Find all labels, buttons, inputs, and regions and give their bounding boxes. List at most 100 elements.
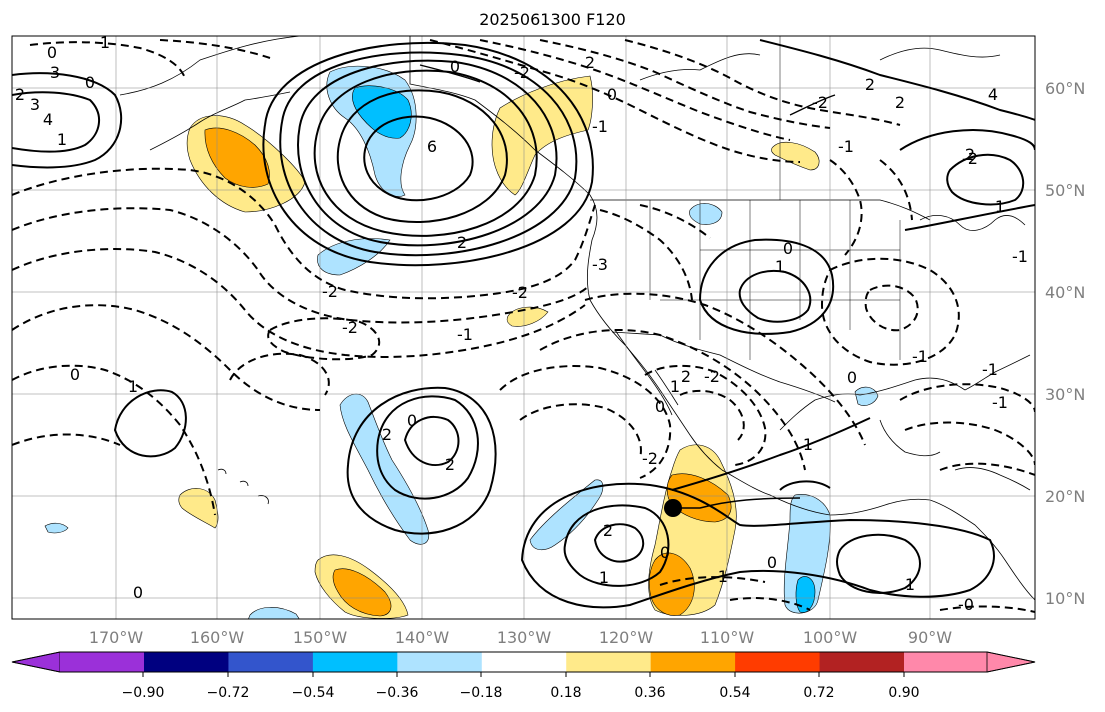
contour-label: 2 (445, 455, 455, 474)
colorbar-ticks: −0.90 −0.72 −0.54 −0.36 −0.18 0.18 0.36 0.54 0.7… (122, 672, 920, 701)
contour-label: -1 (592, 117, 608, 136)
colorbar-tick-label: 0.18 (550, 685, 581, 701)
contour-negative-east-3 (539, 329, 806, 471)
contour-positive-gulf-ring-4 (297, 59, 558, 247)
contour-label: 0 (450, 57, 460, 76)
coastline-alaska (119, 36, 301, 151)
lon-tick-label: 170°W (89, 628, 144, 647)
contour-negative-north-3 (479, 39, 791, 141)
coastline-gulf (779, 377, 966, 431)
shade-negative-pacific (317, 238, 391, 276)
contour-negative-ring-6 (12, 352, 330, 446)
shade-positive-small-2 (771, 141, 820, 171)
colorbar-tick-label: 0.72 (803, 685, 834, 701)
coastline-north-america-west (409, 36, 723, 471)
contour-label: -2 (514, 63, 530, 82)
contour-label: 0 (767, 553, 777, 572)
shade-negative-bottom (248, 607, 300, 619)
colorbar-segment (144, 652, 229, 672)
contour-label: 0 (655, 397, 665, 416)
contour-label: 2 (15, 85, 25, 104)
contour-positive-gulf-ring-3 (313, 69, 538, 237)
contour-negative-east-1 (499, 365, 672, 479)
contour-negative-gulf-1 (820, 257, 960, 366)
contour-label: 1 (995, 197, 1005, 216)
contour-label: 1 (803, 435, 813, 454)
contour-label: -0 (958, 595, 974, 614)
coastline-layer (119, 36, 1035, 601)
contour-positive-east-pacific-1 (593, 523, 645, 563)
map-frame (11, 35, 1036, 620)
contour-layer-thin (419, 64, 836, 116)
colorbar-segment (904, 652, 987, 672)
lat-tick-label: 10°N (1045, 589, 1085, 608)
contour-label: -2 (322, 282, 338, 301)
coastline-yucatan (879, 419, 941, 457)
contour-label: 1 (670, 377, 680, 396)
contour-label: 0 (783, 239, 793, 258)
contour-positive-gulf-ring-6 (262, 41, 594, 267)
contour-label: 0 (660, 543, 670, 562)
contour-label: 0 (847, 368, 857, 387)
contour-negative-mexico-1 (644, 364, 767, 466)
coastline-florida (964, 354, 1031, 391)
contour-positive-east-pacific-3 (520, 482, 995, 609)
colorbar-segment (228, 652, 314, 672)
contour-positive-gulf-ring-2 (336, 89, 508, 224)
contour-positive-east-pacific-2 (563, 504, 670, 587)
contour-label: 0 (607, 85, 617, 104)
shade-negative-east (529, 479, 604, 550)
contour-label: 0 (407, 411, 417, 430)
contour-negative-north-2 (429, 39, 801, 163)
lon-tick-label: 120°W (599, 628, 654, 647)
lon-tick-label: 140°W (395, 628, 450, 647)
shade-negative-gulf-core (352, 85, 412, 139)
contour-positive-caribbean (779, 480, 831, 491)
contour-label: -2 (962, 149, 978, 168)
colorbar (11, 651, 1036, 673)
lon-tick-label: 100°W (803, 628, 858, 647)
contour-negative-mexico-2 (679, 389, 745, 441)
colorbar-segment (735, 652, 821, 672)
contour-zero-north (419, 64, 836, 116)
contour-label: 2 (895, 93, 905, 112)
colorbar-segment (566, 652, 652, 672)
colorbar-tick-label: 0.90 (888, 685, 919, 701)
contour-layer (12, 39, 1035, 609)
contour-label: 6 (427, 137, 437, 156)
contour-negative-ring-3 (12, 248, 586, 358)
colorbar-segment (481, 652, 567, 672)
contour-label: 2 (965, 145, 975, 164)
contour-zero-us (698, 238, 835, 335)
contour-label: 2 (585, 53, 595, 72)
colorbar-outline (11, 651, 1036, 673)
latitude-labels: 60°N 50°N 40°N 30°N 20°N 10°N (1045, 79, 1085, 608)
contour-label: -1 (712, 567, 728, 586)
contour-negative-ring-1 (12, 167, 596, 300)
contour-positive-ne-3 (899, 129, 1035, 231)
lat-tick-label: 60°N (1045, 79, 1085, 98)
contour-label: -3 (592, 255, 608, 274)
contour-label: 1 (599, 568, 609, 587)
lat-tick-label: 30°N (1045, 385, 1085, 404)
state-borders (410, 36, 901, 360)
contour-negative-carib-2 (939, 462, 1035, 476)
contour-negative-ring-5 (267, 317, 381, 361)
contour-label: 4 (988, 85, 998, 104)
contour-negative-east-2 (519, 403, 642, 459)
contour-label: -2 (642, 449, 658, 468)
contour-label: 1 (100, 33, 110, 52)
contour-label: 2 (382, 425, 392, 444)
coastline-great-lakes (919, 215, 1026, 231)
contour-negative-ring-2 (12, 207, 591, 324)
contour-label: -1 (838, 137, 854, 156)
contour-positive-mexico (671, 417, 871, 491)
contour-label: 3 (50, 63, 60, 82)
contour-positive-ne-2 (946, 153, 1025, 206)
colorbar-segment (397, 652, 483, 672)
contour-label: 1 (905, 575, 915, 594)
contour-positive-gulf-ring-1 (363, 115, 474, 202)
